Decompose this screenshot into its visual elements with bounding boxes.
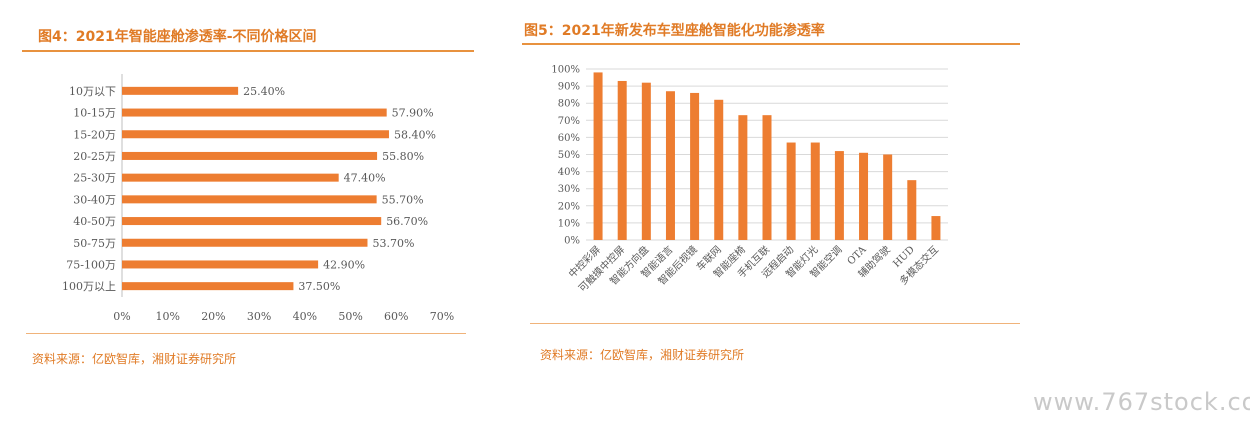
y-tick-label: 60% [558,133,580,144]
left-chart-title: 图4：2021年智能座舱渗透率-不同价格区间 [38,29,317,45]
bar [738,115,748,240]
data-label: 55.80% [382,150,424,163]
x-tick-label: 40% [293,310,317,323]
category-label: 10-15万 [73,107,116,120]
category-label: 20-25万 [73,150,116,163]
data-label: 58.40% [394,128,436,141]
left-bar-chart: 10万以下 25.40% 10-15万 57.90% 15-20万 58.40% 20-25… [62,74,454,323]
y-tick-label: 30% [558,184,580,195]
y-tick-label: 100% [551,65,580,76]
left-bottom-rule [26,333,466,334]
category-label: 100万以上 [62,280,116,293]
y-tick-label: 90% [558,82,580,93]
bar [931,216,941,240]
x-tick-label: 70% [430,310,454,323]
right-bar-chart: 0%10%20%30%40%50%60%70%80%90%100%中控彩屏可触摸… [551,65,948,295]
data-label: 42.90% [323,258,365,271]
y-tick-label: 10% [558,218,580,229]
y-tick-label: 40% [558,167,580,178]
data-label: 37.50% [298,280,340,293]
bar [786,142,796,240]
category-label: 25-30万 [73,172,116,185]
y-tick-label: 80% [558,99,580,110]
y-tick-label: 50% [558,150,580,161]
x-tick-label: 10% [155,310,179,323]
left-source-note: 资料来源：亿欧智库，湘财证券研究所 [32,352,237,366]
bar [859,152,869,240]
x-tick-label: 60% [384,310,408,323]
x-tick-label: 30% [247,310,271,323]
right-chart-title: 图5：2021年新发布车型座舱智能化功能渗透率 [524,23,825,39]
x-tick-label: 20% [201,310,225,323]
bar [122,130,389,139]
data-label: 53.70% [372,237,414,250]
bar [593,72,603,240]
category-label: 40-50万 [73,215,116,228]
bar [122,238,368,247]
right-title-rule [522,43,1020,45]
site-watermark: www.767stock.com [1033,388,1250,416]
bar [122,108,387,117]
bar [122,217,382,226]
category-label: 75-100万 [66,258,116,271]
bar [907,180,917,240]
category-label: 10万以下 [69,85,116,98]
bar [122,260,319,269]
data-label: 55.70% [382,193,424,206]
right-source-note: 资料来源：亿欧智库，湘财证券研究所 [540,348,745,362]
bar [834,151,844,240]
bar [714,99,724,240]
data-label: 25.40% [243,85,285,98]
data-label: 47.40% [344,172,386,185]
bar [762,115,772,240]
category-label: 30-40万 [73,193,116,206]
left-title-rule [22,50,474,52]
bar [883,154,893,240]
bar [122,86,239,95]
x-tick-label: 50% [338,310,362,323]
bar [665,91,675,240]
bar [122,173,339,182]
data-label: 56.70% [386,215,428,228]
y-tick-label: 0% [564,236,580,247]
bar [122,282,294,291]
x-tick-label: 0% [113,310,130,323]
y-tick-label: 20% [558,201,580,212]
category-label: 15-20万 [73,128,116,141]
data-label: 57.90% [392,107,434,120]
bar [617,80,627,240]
bar [690,92,700,240]
right-bottom-rule [530,323,1020,324]
bar [122,151,378,160]
bar [122,195,377,204]
category-label: 50-75万 [73,237,116,250]
y-tick-label: 70% [558,116,580,127]
bar [810,142,820,240]
bar [641,82,651,241]
